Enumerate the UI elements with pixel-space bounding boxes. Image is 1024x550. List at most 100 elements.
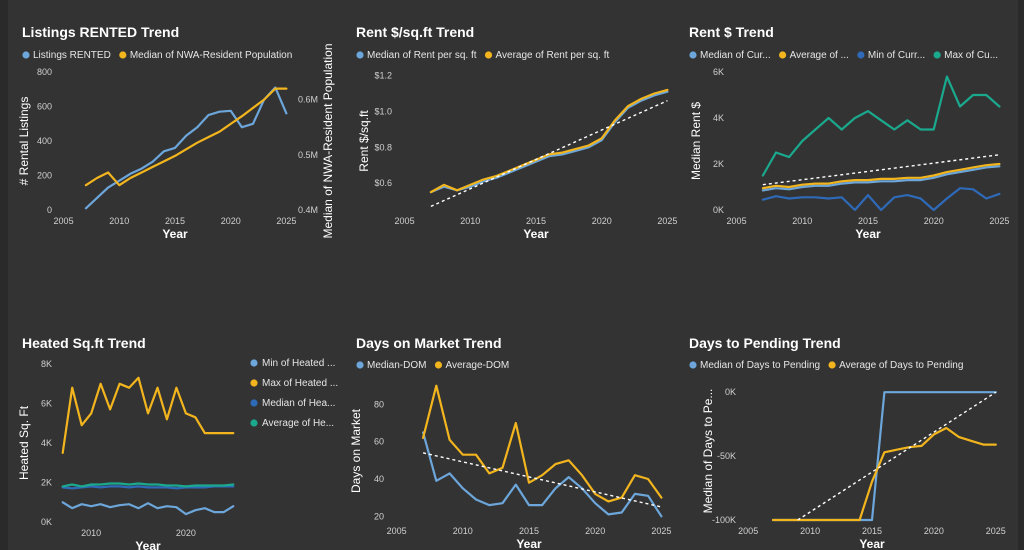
x-tick-label: 2015 bbox=[165, 216, 185, 226]
legend-marker bbox=[933, 51, 941, 59]
legend-item[interactable]: Min of Curr... bbox=[857, 50, 925, 61]
x-axis-label: Year bbox=[523, 227, 549, 241]
legend-item[interactable]: Average of Days to Pending bbox=[828, 360, 963, 371]
series-line-2[interactable] bbox=[421, 384, 663, 503]
legend-label: Median of Cur... bbox=[700, 50, 771, 61]
legend: Median-DOM Average-DOM bbox=[356, 360, 509, 371]
y-tick-label: 0K bbox=[41, 517, 52, 527]
chart-title: Listings RENTED Trend bbox=[22, 24, 179, 40]
panel-listings[interactable]: Listings RENTED Trend Listings RENTED Med… bbox=[14, 18, 344, 248]
legend-label: Average of He... bbox=[262, 418, 334, 429]
legend-item[interactable]: Median of Rent per sq. ft bbox=[356, 50, 477, 61]
series-line-2[interactable] bbox=[761, 162, 1001, 190]
y-tick-label: 6K bbox=[713, 67, 724, 77]
y2-tick-label: 0.5M bbox=[298, 150, 318, 160]
y-tick-label: $0.6 bbox=[374, 178, 392, 188]
legend-label: Min of Heated ... bbox=[262, 358, 335, 369]
trend-line bbox=[797, 391, 997, 521]
x-tick-label: 2020 bbox=[585, 526, 605, 536]
panel-rentsqft[interactable]: Rent $/sq.ft Trend Median of Rent per sq… bbox=[350, 18, 680, 248]
legend-item[interactable]: Average of Rent per sq. ft bbox=[484, 50, 610, 61]
pending-chart[interactable]: Days to Pending Trend Median of Days to … bbox=[684, 330, 1018, 550]
legend-marker bbox=[250, 379, 258, 387]
chart-title: Days to Pending Trend bbox=[689, 335, 841, 351]
x-tick-label: 2020 bbox=[592, 216, 612, 226]
legend-marker bbox=[356, 361, 364, 369]
series-line-4[interactable] bbox=[761, 75, 1001, 177]
legend-marker bbox=[689, 361, 697, 369]
y-tick-label: 0K bbox=[725, 387, 736, 397]
legend-label: Listings RENTED bbox=[33, 50, 111, 61]
x-tick-label: 2015 bbox=[858, 216, 878, 226]
series-line-1[interactable] bbox=[771, 391, 997, 522]
y-tick-label: 6K bbox=[41, 399, 52, 409]
series-line-3[interactable] bbox=[61, 485, 235, 490]
x-tick-label: 2010 bbox=[792, 216, 812, 226]
series-line-1[interactable] bbox=[84, 86, 288, 210]
legend-item[interactable]: Max of Cu... bbox=[933, 50, 999, 61]
legend-item[interactable]: Median of NWA-Resident Population bbox=[119, 50, 292, 61]
series-line-2[interactable] bbox=[61, 376, 235, 455]
x-axis-label: Year bbox=[859, 537, 885, 550]
panel-heated[interactable]: Heated Sq.ft Trend Min of Heated ... Max … bbox=[14, 330, 344, 550]
x-axis-label: Year bbox=[135, 539, 161, 550]
y-axis-label: Median of Days to Pe... bbox=[701, 389, 715, 514]
y-tick-label: 60 bbox=[374, 437, 384, 447]
legend-item[interactable]: Average of ... bbox=[778, 50, 849, 61]
series-line-1[interactable] bbox=[761, 165, 1001, 192]
trend-line bbox=[422, 452, 662, 508]
y-tick-label: 4K bbox=[41, 438, 52, 448]
series-line-4[interactable] bbox=[61, 482, 235, 488]
x-tick-label: 2025 bbox=[657, 216, 677, 226]
series-line-1[interactable] bbox=[429, 90, 669, 194]
x-axis-label: Year bbox=[855, 227, 881, 241]
y-tick-label: -100K bbox=[712, 515, 736, 525]
y-tick-label: 20 bbox=[374, 511, 384, 521]
listings-chart[interactable]: Listings RENTED Trend Listings RENTED Med… bbox=[14, 18, 344, 248]
legend-item[interactable]: Listings RENTED bbox=[22, 50, 111, 61]
series-line-2[interactable] bbox=[84, 87, 288, 187]
dom-chart[interactable]: Days on Market Trend Median-DOM Average-D… bbox=[350, 330, 680, 550]
panel-pending[interactable]: Days to Pending Trend Median of Days to … bbox=[684, 330, 1018, 550]
legend-item[interactable]: Median-DOM bbox=[356, 360, 426, 371]
series-line-1[interactable] bbox=[421, 431, 663, 518]
legend-label: Min of Curr... bbox=[868, 50, 925, 61]
legend-item[interactable]: Median of Cur... bbox=[689, 50, 771, 61]
rentsqft-chart[interactable]: Rent $/sq.ft Trend Median of Rent per sq… bbox=[350, 18, 680, 248]
x-tick-label: 2025 bbox=[651, 526, 671, 536]
window-frame-right bbox=[1018, 0, 1024, 550]
chart-title: Rent $/sq.ft Trend bbox=[356, 24, 474, 40]
rent-chart[interactable]: Rent $ Trend Median of Cur... Average of … bbox=[684, 18, 1018, 248]
panel-dom[interactable]: Days on Market Trend Median-DOM Average-D… bbox=[350, 330, 680, 550]
trend-line bbox=[430, 100, 668, 208]
legend-item[interactable]: Average-DOM bbox=[434, 360, 509, 371]
legend-item[interactable]: Max of Heated ... bbox=[250, 378, 338, 389]
legend-item[interactable]: Median of Hea... bbox=[250, 398, 335, 409]
y-tick-label: 400 bbox=[37, 136, 52, 146]
x-tick-label: 2010 bbox=[453, 526, 473, 536]
legend-label: Median of Hea... bbox=[262, 398, 335, 409]
y2-tick-label: 0.6M bbox=[298, 95, 318, 105]
legend-item[interactable]: Min of Heated ... bbox=[250, 358, 335, 369]
legend: Median of Rent per sq. ft Average of Rent… bbox=[356, 50, 610, 61]
y-axis-label: Days on Market bbox=[350, 408, 363, 493]
legend-marker bbox=[250, 359, 258, 367]
x-tick-label: 2025 bbox=[276, 216, 296, 226]
legend-label: Median-DOM bbox=[367, 360, 426, 371]
x-tick-label: 2015 bbox=[862, 526, 882, 536]
series-line-2[interactable] bbox=[771, 426, 997, 522]
heated-chart[interactable]: Heated Sq.ft Trend Min of Heated ... Max … bbox=[14, 330, 344, 550]
y-axis-label: Heated Sq. Ft bbox=[17, 405, 31, 480]
x-tick-label: 2010 bbox=[800, 526, 820, 536]
x-tick-label: 2025 bbox=[986, 526, 1006, 536]
series-line-2[interactable] bbox=[429, 88, 669, 194]
legend-item[interactable]: Average of He... bbox=[250, 418, 334, 429]
series-line-1[interactable] bbox=[61, 501, 235, 516]
legend-item[interactable]: Median of Days to Pending bbox=[689, 360, 820, 371]
series-line-3[interactable] bbox=[761, 187, 1001, 212]
panel-rent[interactable]: Rent $ Trend Median of Cur... Average of … bbox=[684, 18, 1018, 248]
legend-label: Average of ... bbox=[790, 50, 849, 61]
y-tick-label: 40 bbox=[374, 474, 384, 484]
y-tick-label: -50K bbox=[717, 451, 736, 461]
y2-tick-label: 0.4M bbox=[298, 205, 318, 215]
